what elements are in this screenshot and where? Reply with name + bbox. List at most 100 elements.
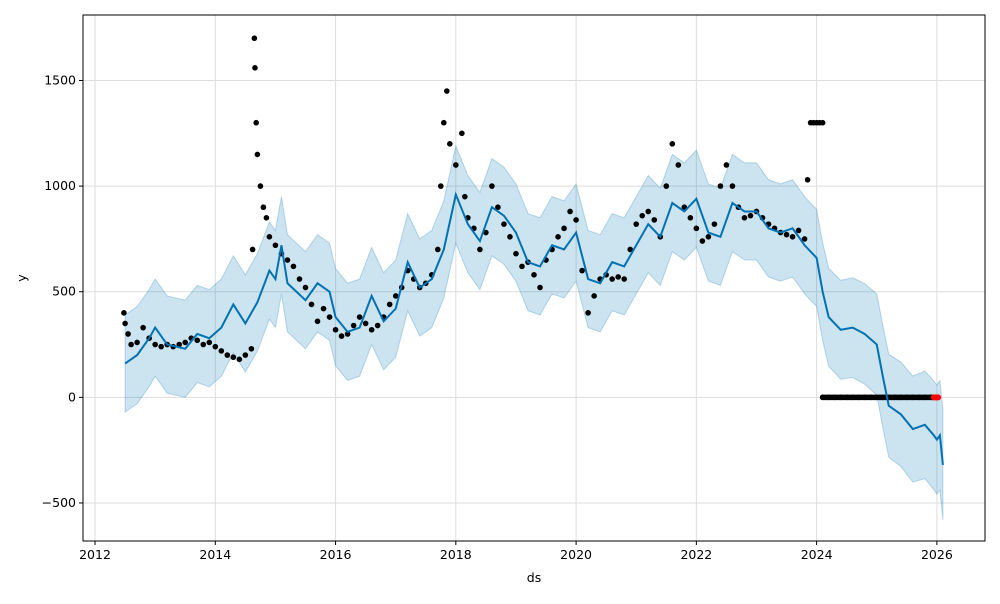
actual-point <box>260 204 267 211</box>
actual-point <box>296 276 303 282</box>
actual-point <box>585 310 591 316</box>
uncertainty-band <box>124 144 944 520</box>
actual-point <box>687 214 694 221</box>
actual-point <box>284 257 291 263</box>
actual-point <box>434 246 441 253</box>
actual-point <box>152 341 158 348</box>
actual-point <box>266 234 273 240</box>
actual-point <box>338 333 345 339</box>
actual-point <box>212 343 219 350</box>
actual-point <box>302 284 309 291</box>
actual-point <box>609 276 615 282</box>
actual-point <box>230 354 237 361</box>
actual-point <box>392 293 399 299</box>
actual-point <box>555 234 561 240</box>
actual-point <box>350 322 357 329</box>
actual-point <box>804 176 811 183</box>
actual-point <box>362 320 369 327</box>
x-tick-label: 2024 <box>801 547 833 562</box>
actual-point <box>314 318 321 325</box>
actual-point <box>444 88 450 94</box>
actual-point <box>615 274 621 280</box>
actual-point <box>249 246 256 253</box>
actual-point <box>579 267 585 274</box>
actual-point <box>729 183 736 189</box>
actual-point <box>693 225 700 232</box>
actual-point <box>567 208 573 215</box>
actual-point <box>290 263 297 270</box>
y-tick-label: −500 <box>42 495 76 510</box>
axis-ticks: 2012 2014 2016 2018 2020 2022 2024 2026 −500 0 500… <box>42 72 953 562</box>
y-tick-label: 1000 <box>44 178 76 193</box>
actual-point <box>252 65 258 71</box>
actual-point <box>263 214 270 221</box>
actual-point <box>483 229 489 236</box>
actual-point <box>121 310 127 316</box>
actual-point <box>326 314 333 320</box>
actual-point <box>783 231 790 238</box>
y-tick-label: 500 <box>52 284 76 299</box>
highlighted-point <box>935 394 942 401</box>
actual-point <box>531 272 537 278</box>
actual-point <box>789 234 796 240</box>
actual-point <box>453 162 459 168</box>
actual-point <box>332 326 339 333</box>
actual-point <box>741 214 748 221</box>
actual-point <box>537 284 543 291</box>
actual-point <box>495 204 501 211</box>
actual-point <box>651 217 658 223</box>
actual-point <box>669 141 676 147</box>
actual-point <box>639 212 646 219</box>
actual-point <box>501 221 507 227</box>
actual-point <box>591 293 597 299</box>
actual-point <box>194 337 201 344</box>
actual-point <box>128 341 134 348</box>
actual-point <box>248 345 255 352</box>
actual-point <box>368 326 375 333</box>
actual-point <box>723 162 730 168</box>
actual-point <box>344 331 351 337</box>
actual-point <box>711 221 718 227</box>
actual-point <box>705 234 712 240</box>
actual-point <box>206 339 213 346</box>
actual-point <box>795 227 802 234</box>
actual-point <box>176 341 183 348</box>
actual-point <box>134 339 140 346</box>
x-tick-label: 2020 <box>560 547 592 562</box>
x-tick-label: 2018 <box>440 547 472 562</box>
actual-point <box>489 183 495 189</box>
actual-point <box>645 208 652 215</box>
actual-point <box>251 35 258 42</box>
actual-point <box>627 246 634 253</box>
actual-point <box>561 225 567 232</box>
actual-point <box>447 141 453 147</box>
actual-point <box>182 339 189 346</box>
actual-point <box>140 324 146 331</box>
actual-point <box>459 130 465 137</box>
actual-point <box>513 250 519 257</box>
actual-point <box>254 151 261 158</box>
actual-point <box>224 352 231 358</box>
actual-point <box>200 341 207 348</box>
actual-point <box>819 119 826 126</box>
actual-point <box>477 246 483 253</box>
x-tick-label: 2016 <box>320 547 352 562</box>
x-tick-label: 2014 <box>199 547 231 562</box>
actual-point <box>386 301 393 308</box>
x-tick-label: 2012 <box>79 547 111 562</box>
actual-point <box>437 183 444 189</box>
x-tick-label: 2026 <box>921 547 953 562</box>
x-axis-label: ds <box>527 570 541 585</box>
actual-point <box>257 183 264 189</box>
actual-point <box>122 320 128 327</box>
actual-point <box>308 301 315 308</box>
plot-frame <box>82 14 986 542</box>
actual-point <box>356 314 363 320</box>
actual-point <box>507 234 513 240</box>
y-tick-label: 0 <box>68 389 76 404</box>
actual-point <box>633 221 640 227</box>
actual-point <box>125 331 131 337</box>
y-axis-label: y <box>14 274 29 282</box>
